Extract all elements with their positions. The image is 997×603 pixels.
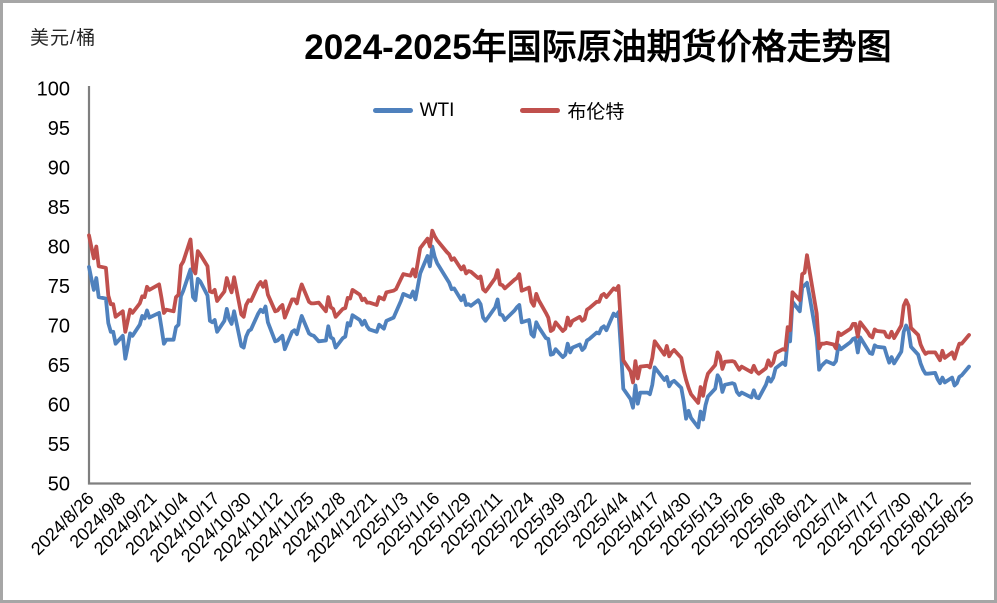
y-axis-unit-label: 美元/桶: [30, 28, 97, 49]
y-tick-label: 65: [48, 355, 70, 377]
y-tick-label: 60: [48, 395, 70, 417]
plot-area: 100959085807570656055502024/8/262024/9/8…: [27, 79, 978, 567]
chart-title: 2024-2025年国际原油期货价格走势图: [304, 28, 892, 67]
brent-line: [87, 228, 971, 405]
y-tick-label: 70: [48, 316, 70, 338]
y-tick-label: 75: [48, 276, 70, 298]
y-tick-label: 85: [48, 197, 70, 219]
y-tick-label: 90: [48, 158, 70, 180]
axes: [87, 86, 971, 485]
wti-line: [87, 244, 971, 430]
y-tick-label: 80: [48, 237, 70, 259]
y-tick-label: 50: [48, 474, 70, 496]
y-tick-label: 55: [48, 434, 70, 456]
y-tick-label: 100: [37, 79, 70, 101]
y-tick-label: 95: [48, 118, 70, 140]
